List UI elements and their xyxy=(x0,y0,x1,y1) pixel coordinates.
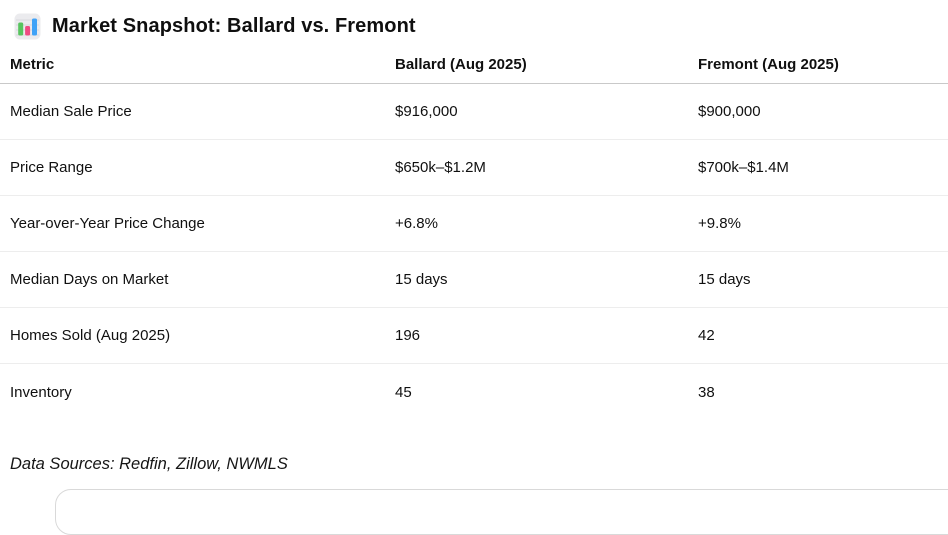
row-fremont-value: +9.8% xyxy=(698,215,741,232)
row-fremont-value: 42 xyxy=(698,327,715,344)
table-header-row: Metric Ballard (Aug 2025) Fremont (Aug 2… xyxy=(0,50,948,84)
table-row: Median Days on Market 15 days 15 days xyxy=(0,252,948,308)
column-header-ballard: Ballard (Aug 2025) xyxy=(395,56,527,73)
table-row: Median Sale Price $916,000 $900,000 xyxy=(0,84,948,140)
composer-input-box[interactable] xyxy=(55,489,948,535)
bar-chart-icon xyxy=(14,13,41,40)
row-ballard-value: 196 xyxy=(395,327,421,344)
table-row: Year-over-Year Price Change +6.8% +9.8% xyxy=(0,196,948,252)
row-metric-label: Year-over-Year Price Change xyxy=(10,215,205,232)
column-header-metric: Metric xyxy=(10,56,55,73)
row-ballard-value: +6.8% xyxy=(395,215,438,232)
row-metric-label: Inventory xyxy=(10,383,72,401)
row-fremont-value: $900,000 xyxy=(698,103,761,120)
table-row: Inventory 45 38 xyxy=(0,364,948,420)
data-sources-note: Data Sources: Redfin, Zillow, NWMLS xyxy=(10,455,288,473)
row-ballard-value: $650k–$1.2M xyxy=(395,159,486,176)
table-row: Homes Sold (Aug 2025) 196 42 xyxy=(0,308,948,364)
market-snapshot-table: Metric Ballard (Aug 2025) Fremont (Aug 2… xyxy=(0,50,948,420)
row-fremont-value: 15 days xyxy=(698,271,751,288)
column-header-fremont: Fremont (Aug 2025) xyxy=(698,56,839,73)
row-metric-label: Median Days on Market xyxy=(10,271,169,288)
page-header: Market Snapshot: Ballard vs. Fremont xyxy=(0,0,948,40)
table-row: Price Range $650k–$1.2M $700k–$1.4M xyxy=(0,140,948,196)
row-fremont-value: 38 xyxy=(698,383,715,401)
row-metric-label: Price Range xyxy=(10,159,93,176)
row-fremont-value: $700k–$1.4M xyxy=(698,159,789,176)
page-title: Market Snapshot: Ballard vs. Fremont xyxy=(52,15,416,37)
row-ballard-value: 15 days xyxy=(395,271,448,288)
row-ballard-value: 45 xyxy=(395,383,412,401)
row-ballard-value: $916,000 xyxy=(395,103,458,120)
row-metric-label: Median Sale Price xyxy=(10,103,132,120)
row-metric-label: Homes Sold (Aug 2025) xyxy=(10,327,171,344)
